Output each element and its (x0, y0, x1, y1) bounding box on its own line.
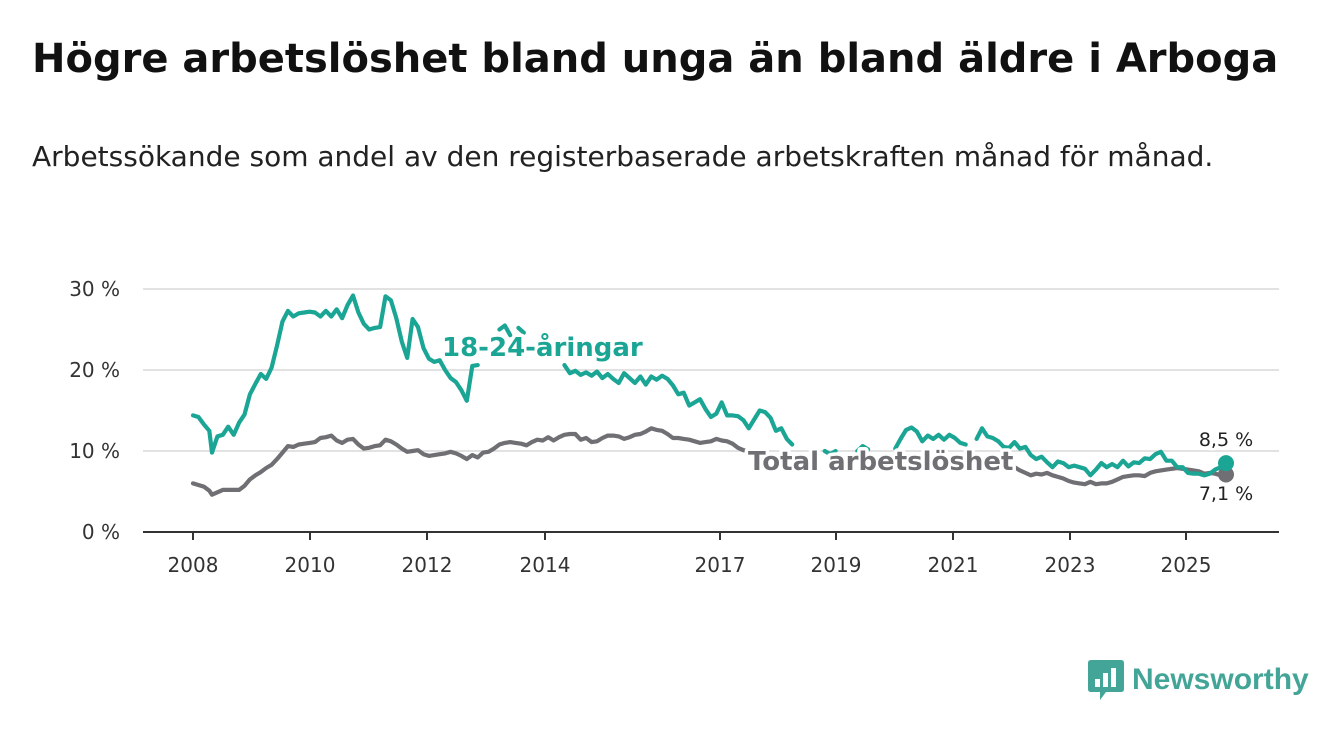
series-line-youth (822, 448, 838, 457)
series-label-total: Total arbetslöshet (748, 447, 1013, 477)
end-value-label-youth: 8,5 % (1199, 429, 1253, 451)
series-line-youth (893, 425, 968, 451)
series (190, 293, 1234, 497)
x-tick-label: 2017 (695, 553, 746, 577)
x-tick-label: 2025 (1161, 553, 1212, 577)
x-axis-ticks: 2008 2010 2012 2014 2017 2019 2021 2023 2025 (168, 532, 1212, 577)
brand-name: Newsworthy (1132, 663, 1309, 696)
x-tick-label: 2019 (811, 553, 862, 577)
series-line-youth (855, 444, 871, 454)
x-tick-label: 2014 (520, 553, 571, 577)
end-point-youth (1218, 455, 1234, 472)
chart-subtitle: Arbetssökande som andel av den registerb… (32, 140, 1214, 173)
series-line-total (190, 426, 757, 497)
series-line-youth (562, 363, 795, 447)
x-tick-label: 2010 (285, 553, 336, 577)
series-line-total (1012, 465, 1229, 487)
y-tick-label: 30 % (69, 277, 120, 301)
y-tick-label: 10 % (69, 439, 120, 463)
x-tick-label: 2021 (928, 553, 979, 577)
series-line-youth (190, 293, 480, 455)
chart-title: Högre arbetslöshet bland unga än bland ä… (32, 36, 1279, 82)
end-value-label-total: 7,1 % (1199, 483, 1253, 505)
brand-logo: Newsworthy (1088, 660, 1309, 700)
series-line-youth (974, 426, 1229, 478)
series-label-youth: 18-24-åringar (442, 331, 643, 363)
y-tick-label: 0 % (82, 520, 120, 544)
series-line-youth (497, 323, 513, 338)
bar-chart-logo-icon (1088, 660, 1124, 700)
x-tick-label: 2012 (402, 553, 453, 577)
x-tick-label: 2008 (168, 553, 219, 577)
y-tick-label: 20 % (69, 358, 120, 382)
series-labels: 18-24-åringar Total arbetslöshet 8,5 % 7… (439, 328, 1256, 508)
end-point-total (1218, 466, 1234, 483)
series-line-youth (516, 325, 526, 335)
x-tick-label: 2023 (1045, 553, 1096, 577)
grid: 0 % 10 % 20 % 30 % (69, 277, 1279, 544)
